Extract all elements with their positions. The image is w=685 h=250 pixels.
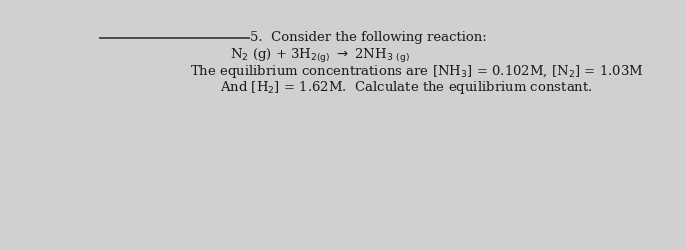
Text: And [H$_2$] = 1.62M.  Calculate the equilibrium constant.: And [H$_2$] = 1.62M. Calculate the equil… <box>220 78 593 96</box>
Text: The equilibrium concentrations are [NH$_3$] = 0.102M, [N$_2$] = 1.03M: The equilibrium concentrations are [NH$_… <box>190 62 644 80</box>
Text: 5.  Consider the following reaction:: 5. Consider the following reaction: <box>250 32 487 44</box>
Text: N$_2$ (g) + 3H$_2$$_{\mathrm{(g)}}$ $\rightarrow$ 2NH$_3$$_{\mathrm{\ (g)}}$: N$_2$ (g) + 3H$_2$$_{\mathrm{(g)}}$ $\ri… <box>230 47 410 65</box>
